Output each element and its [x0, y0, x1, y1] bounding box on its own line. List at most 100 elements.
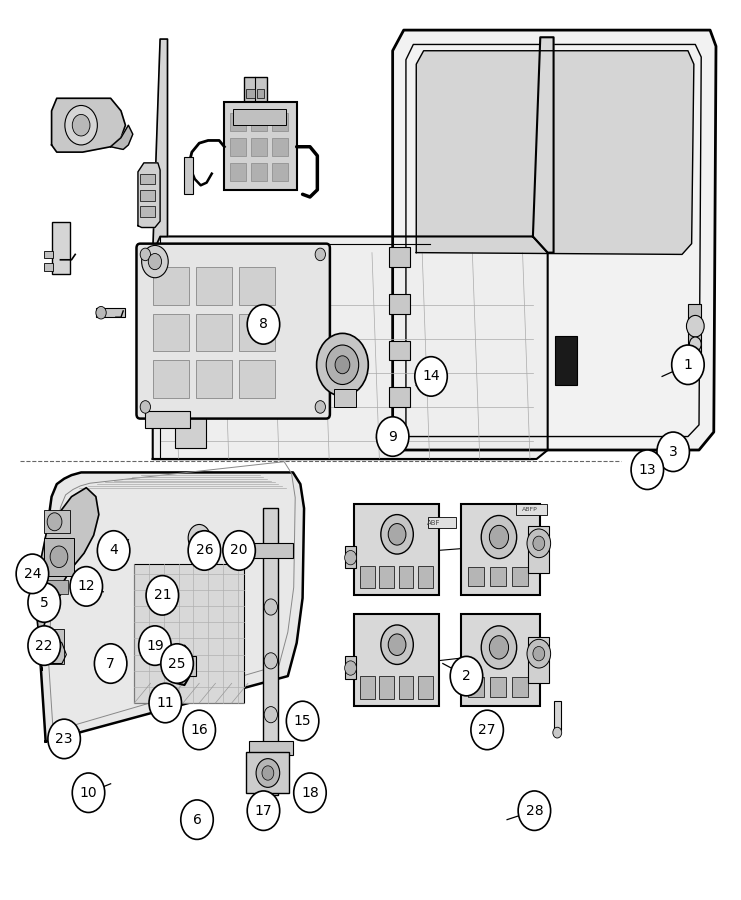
Bar	[272, 112, 288, 130]
Bar	[379, 676, 394, 698]
Circle shape	[553, 727, 562, 738]
Circle shape	[142, 246, 168, 278]
Bar	[389, 294, 410, 313]
Polygon shape	[138, 163, 160, 228]
Bar	[516, 504, 547, 515]
Circle shape	[97, 531, 130, 571]
Circle shape	[315, 248, 325, 261]
Polygon shape	[153, 237, 548, 459]
Circle shape	[140, 248, 150, 261]
Text: 16: 16	[190, 723, 208, 737]
Circle shape	[223, 531, 256, 571]
Bar	[249, 544, 293, 558]
Circle shape	[94, 644, 127, 683]
Bar	[264, 508, 278, 796]
Bar	[428, 518, 456, 528]
Bar	[185, 157, 193, 194]
Bar	[247, 89, 256, 98]
Circle shape	[481, 626, 516, 669]
Bar	[44, 538, 74, 576]
Circle shape	[471, 710, 503, 750]
Circle shape	[381, 515, 413, 554]
Bar	[44, 510, 70, 533]
Circle shape	[631, 450, 664, 490]
Bar	[239, 267, 274, 304]
Circle shape	[65, 105, 97, 145]
Circle shape	[194, 532, 205, 544]
Bar	[345, 656, 356, 679]
Circle shape	[286, 701, 319, 741]
Bar	[399, 676, 413, 698]
Circle shape	[73, 114, 90, 136]
Bar	[257, 89, 265, 98]
Bar	[44, 251, 53, 258]
Text: 1: 1	[683, 358, 692, 372]
Bar	[239, 360, 274, 398]
Bar	[554, 701, 561, 730]
Bar	[244, 76, 268, 102]
Circle shape	[262, 766, 273, 780]
Circle shape	[657, 432, 689, 472]
Bar	[225, 102, 296, 190]
Bar	[333, 389, 356, 407]
Bar	[230, 112, 247, 130]
Circle shape	[73, 773, 104, 813]
Circle shape	[335, 356, 350, 373]
Bar	[461, 614, 540, 706]
Circle shape	[376, 417, 409, 456]
Text: 19: 19	[146, 639, 164, 652]
Bar	[251, 112, 268, 130]
Text: 23: 23	[56, 732, 73, 746]
Circle shape	[140, 400, 150, 413]
Circle shape	[181, 800, 213, 840]
Bar	[490, 677, 506, 697]
Circle shape	[345, 661, 356, 675]
Bar	[354, 504, 439, 596]
Bar	[272, 163, 288, 181]
Circle shape	[527, 639, 551, 668]
Text: 22: 22	[36, 639, 53, 652]
Bar	[233, 109, 286, 125]
Bar	[389, 387, 410, 407]
Bar	[345, 546, 356, 569]
Bar	[272, 138, 288, 156]
Bar	[251, 138, 268, 156]
Polygon shape	[110, 125, 133, 149]
Circle shape	[16, 554, 49, 594]
Circle shape	[689, 337, 701, 351]
Text: 26: 26	[196, 544, 213, 557]
Polygon shape	[153, 39, 167, 253]
Circle shape	[518, 791, 551, 831]
Bar	[247, 752, 289, 793]
Bar	[418, 676, 433, 698]
Circle shape	[265, 706, 277, 723]
Circle shape	[345, 551, 356, 565]
Bar	[251, 163, 268, 181]
Circle shape	[256, 759, 279, 788]
Bar	[140, 174, 155, 184]
Text: 28: 28	[525, 804, 543, 818]
Circle shape	[415, 356, 448, 396]
Text: 2: 2	[462, 669, 471, 683]
Circle shape	[28, 583, 61, 622]
Circle shape	[527, 529, 551, 558]
Text: 4: 4	[109, 544, 118, 557]
Text: 8: 8	[259, 318, 268, 331]
Polygon shape	[416, 50, 694, 255]
Circle shape	[381, 625, 413, 664]
Bar	[468, 567, 484, 587]
Bar	[360, 676, 375, 698]
Circle shape	[161, 644, 193, 683]
Circle shape	[96, 306, 106, 319]
Text: 7: 7	[106, 656, 115, 670]
Text: 15: 15	[293, 714, 311, 728]
Bar	[389, 340, 410, 360]
Polygon shape	[533, 37, 554, 253]
Bar	[140, 190, 155, 201]
Polygon shape	[37, 488, 99, 670]
Bar	[196, 267, 232, 304]
Circle shape	[247, 791, 279, 831]
Bar	[512, 677, 528, 697]
Circle shape	[265, 598, 277, 615]
Bar	[196, 360, 232, 398]
